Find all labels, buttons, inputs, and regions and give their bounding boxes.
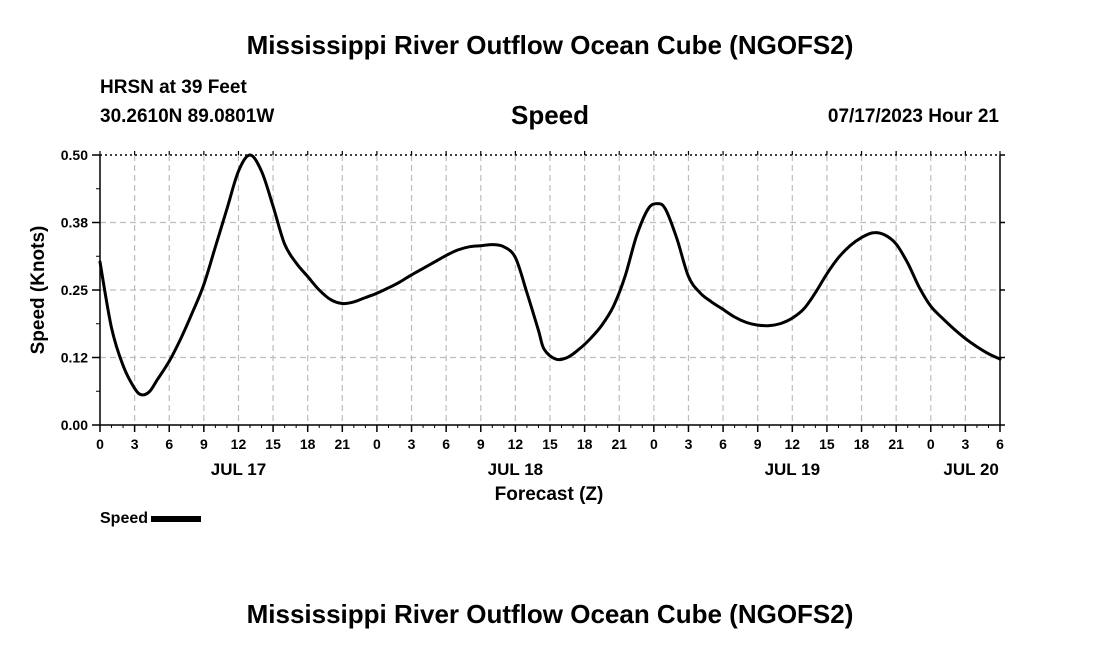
- x-tick-label: 3: [131, 436, 139, 452]
- footer-title: Mississippi River Outflow Ocean Cube (NG…: [246, 599, 854, 629]
- x-tick-label: 18: [577, 436, 593, 452]
- y-tick-label: 0.50: [61, 147, 88, 163]
- y-tick-label: 0.25: [61, 282, 88, 298]
- day-label: JUL 18: [488, 460, 543, 479]
- x-tick-label: 3: [408, 436, 416, 452]
- day-label: JUL 17: [211, 460, 266, 479]
- y-tick-label: 0.38: [61, 215, 88, 231]
- page-title: Mississippi River Outflow Ocean Cube (NG…: [246, 30, 854, 60]
- legend-swatch: [151, 516, 202, 522]
- x-tick-label: 12: [508, 436, 524, 452]
- x-tick-label: 15: [542, 436, 558, 452]
- legend-label: Speed: [100, 510, 149, 527]
- x-tick-label: 21: [888, 436, 904, 452]
- day-label: JUL 19: [765, 460, 820, 479]
- x-tick-label: 0: [927, 436, 935, 452]
- x-tick-label: 12: [231, 436, 247, 452]
- chart-variable-title: Speed: [510, 100, 590, 130]
- x-tick-label: 18: [300, 436, 316, 452]
- x-tick-label: 9: [477, 436, 485, 452]
- x-tick-label: 6: [719, 436, 727, 452]
- x-tick-label: 18: [854, 436, 870, 452]
- x-tick-label: 15: [265, 436, 281, 452]
- x-tick-label: 6: [996, 436, 1004, 452]
- station-label: HRSN at 39 Feet: [100, 77, 247, 98]
- y-axis-label: Speed (Knots): [28, 226, 49, 355]
- x-tick-label: 12: [785, 436, 801, 452]
- x-tick-label: 0: [96, 436, 104, 452]
- coordinates-label: 30.2610N 89.0801W: [100, 106, 275, 127]
- x-tick-label: 9: [754, 436, 762, 452]
- x-axis-label: Forecast (Z): [495, 484, 604, 505]
- day-label: JUL 20: [943, 460, 998, 479]
- grid-lines: [100, 155, 1000, 425]
- speed-series-line: [98, 153, 1002, 397]
- x-tick-label: 21: [335, 436, 351, 452]
- x-tick-label: 3: [685, 436, 693, 452]
- y-tick-label: 0.00: [61, 417, 88, 433]
- axis-ticks: 0.00 0.12 0.25 0.38 0.50 0 3 6 9 12 15 18 21 0 3 6 9 12 15…: [61, 147, 1005, 479]
- x-tick-label: 9: [200, 436, 208, 452]
- x-tick-label: 21: [611, 436, 627, 452]
- x-tick-label: 0: [373, 436, 381, 452]
- x-tick-label: 3: [961, 436, 969, 452]
- x-tick-label: 0: [650, 436, 658, 452]
- legend: Speed: [100, 510, 202, 528]
- x-tick-label: 15: [819, 436, 835, 452]
- x-tick-label: 6: [442, 436, 450, 452]
- forecast-timestamp: 07/17/2023 Hour 21: [827, 106, 999, 127]
- y-tick-label: 0.12: [61, 350, 88, 366]
- series-layer: [98, 153, 1002, 397]
- x-tick-label: 6: [165, 436, 173, 452]
